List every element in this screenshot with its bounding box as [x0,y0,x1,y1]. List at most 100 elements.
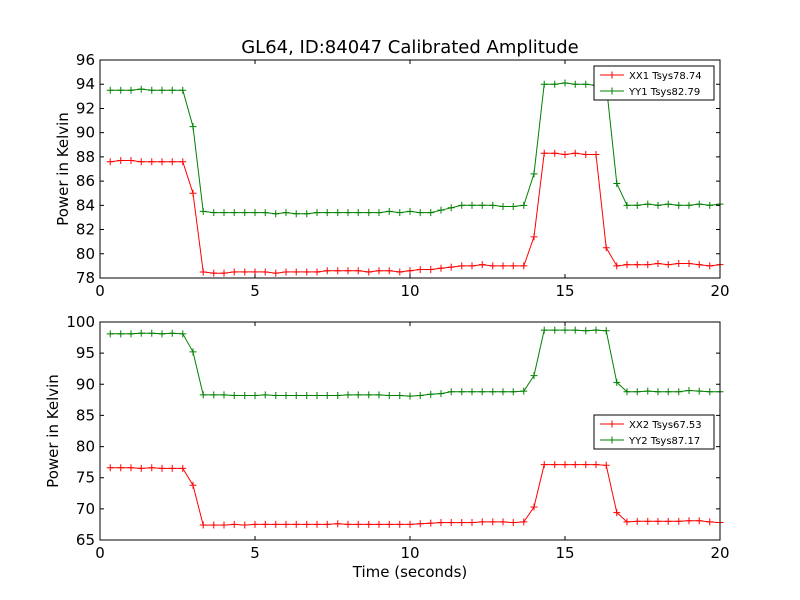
p1-data-point-0-5 [158,464,166,472]
p0-data-point-0-6 [168,158,176,166]
p0-data-point-0-31 [427,266,435,274]
p0-data-point-1-45 [571,80,579,88]
p0-data-point-0-15 [261,268,269,276]
p0-data-point-0-45 [571,149,579,157]
p1-data-point-1-46 [582,327,590,335]
p0-data-point-1-21 [323,209,331,217]
p0-legend-marker-0 [608,71,616,79]
p1-data-point-0-1 [117,464,125,472]
p1-data-point-0-46 [582,461,590,469]
p1-data-point-0-15 [261,520,269,528]
p1-data-point-0-58 [706,518,714,526]
p1-data-point-0-49 [613,509,621,517]
p1-data-point-1-4 [148,329,156,337]
p0-data-point-1-56 [685,201,693,209]
p1-data-point-0-27 [385,520,393,528]
p1-data-point-0-16 [272,520,280,528]
bottom-plot: 0 5 10 15 20 65 70 75 80 85 90 95 100 Power in Kelvin… [44,313,730,581]
p0-x-tick-label-10: 10 [400,282,419,300]
p0-data-point-1-35 [468,201,476,209]
p0-data-point-0-39 [509,262,517,270]
p0-y-axis-label: Power in Kelvin [54,112,72,226]
p0-data-point-1-7 [179,86,187,94]
p0-data-point-1-6 [168,86,176,94]
p0-data-point-1-39 [509,203,517,211]
p1-y-tick-label-90: 90 [76,375,95,393]
p0-data-point-1-32 [437,206,445,214]
p1-y-tick-label-85: 85 [76,406,95,424]
p0-data-point-0-55 [675,259,683,267]
p0-data-point-0-20 [313,268,321,276]
p1-data-point-1-56 [685,387,693,395]
p0-data-point-0-0 [106,158,114,166]
p1-data-point-1-22 [334,391,342,399]
p1-data-point-0-9 [199,521,207,529]
p0-y-tick-label-80: 80 [76,245,95,263]
p1-y-tick-label-95: 95 [76,344,95,362]
p0-data-point-1-12 [230,209,238,217]
p0-data-point-0-2 [127,157,135,165]
p1-data-point-1-32 [437,390,445,398]
p1-data-point-0-12 [230,520,238,528]
p1-data-point-1-17 [282,391,290,399]
p1-data-point-1-37 [489,388,497,396]
p0-x-tick-label-20: 20 [710,282,729,300]
p0-data-point-1-29 [406,207,414,215]
p1-data-point-0-56 [685,517,693,525]
p1-data-point-1-42 [540,326,548,334]
chart-title: GL64, ID:84047 Calibrated Amplitude [241,37,579,58]
p0-data-point-0-41 [530,233,538,241]
p0-data-point-0-28 [396,268,404,276]
p1-data-point-1-7 [179,330,187,338]
p1-data-point-1-23 [344,391,352,399]
p1-data-point-0-17 [282,520,290,528]
p0-data-point-1-11 [220,209,228,217]
p1-data-point-1-2 [127,330,135,338]
p1-data-point-0-44 [561,461,569,469]
p0-data-point-0-46 [582,150,590,158]
p1-data-point-0-26 [375,520,383,528]
p0-data-point-0-50 [623,261,631,269]
p1-data-point-1-51 [633,388,641,396]
p0-data-point-0-33 [447,263,455,271]
p0-data-point-0-3 [137,158,145,166]
p1-legend-label-1: YY2 Tsys87.17 [628,436,700,447]
top-plot: 0 5 10 15 20 78 80 82 84 86 88 90 92 94 96 Power in Kel… [54,51,730,300]
p0-data-point-0-11 [220,269,228,277]
p0-data-point-0-51 [633,261,641,269]
p0-data-point-0-30 [416,266,424,274]
p1-data-point-0-20 [313,520,321,528]
p0-data-point-1-36 [478,201,486,209]
p1-data-point-1-25 [365,391,373,399]
p0-data-point-1-23 [344,209,352,217]
p0-data-point-0-49 [613,262,621,270]
p0-y-tick-label-88: 88 [76,148,95,166]
p0-data-point-1-13 [241,209,249,217]
p1-data-point-0-24 [354,520,362,528]
p0-data-point-1-28 [396,209,404,217]
p0-data-point-1-25 [365,209,373,217]
p1-data-point-1-19 [303,391,311,399]
p0-data-point-1-16 [272,210,280,218]
p1-data-point-0-57 [695,517,703,525]
p1-series-group [106,326,724,529]
p1-data-point-1-1 [117,330,125,338]
p0-x-tick-label-15: 15 [555,282,574,300]
p1-x-tick-label-10: 10 [400,544,419,562]
p1-data-point-1-48 [602,327,610,335]
p1-data-point-0-18 [292,520,300,528]
p1-data-point-0-21 [323,520,331,528]
p0-data-point-0-25 [365,268,373,276]
p0-data-point-1-14 [251,209,259,217]
p0-data-point-0-57 [695,261,703,269]
p0-data-point-0-58 [706,262,714,270]
p1-data-point-0-51 [633,517,641,525]
p0-data-point-0-43 [551,149,559,157]
p1-data-point-1-35 [468,388,476,396]
p1-data-point-0-45 [571,461,579,469]
p0-data-point-1-38 [499,203,507,211]
p1-data-point-1-27 [385,391,393,399]
p1-data-point-1-36 [478,388,486,396]
p0-data-point-0-29 [406,267,414,275]
